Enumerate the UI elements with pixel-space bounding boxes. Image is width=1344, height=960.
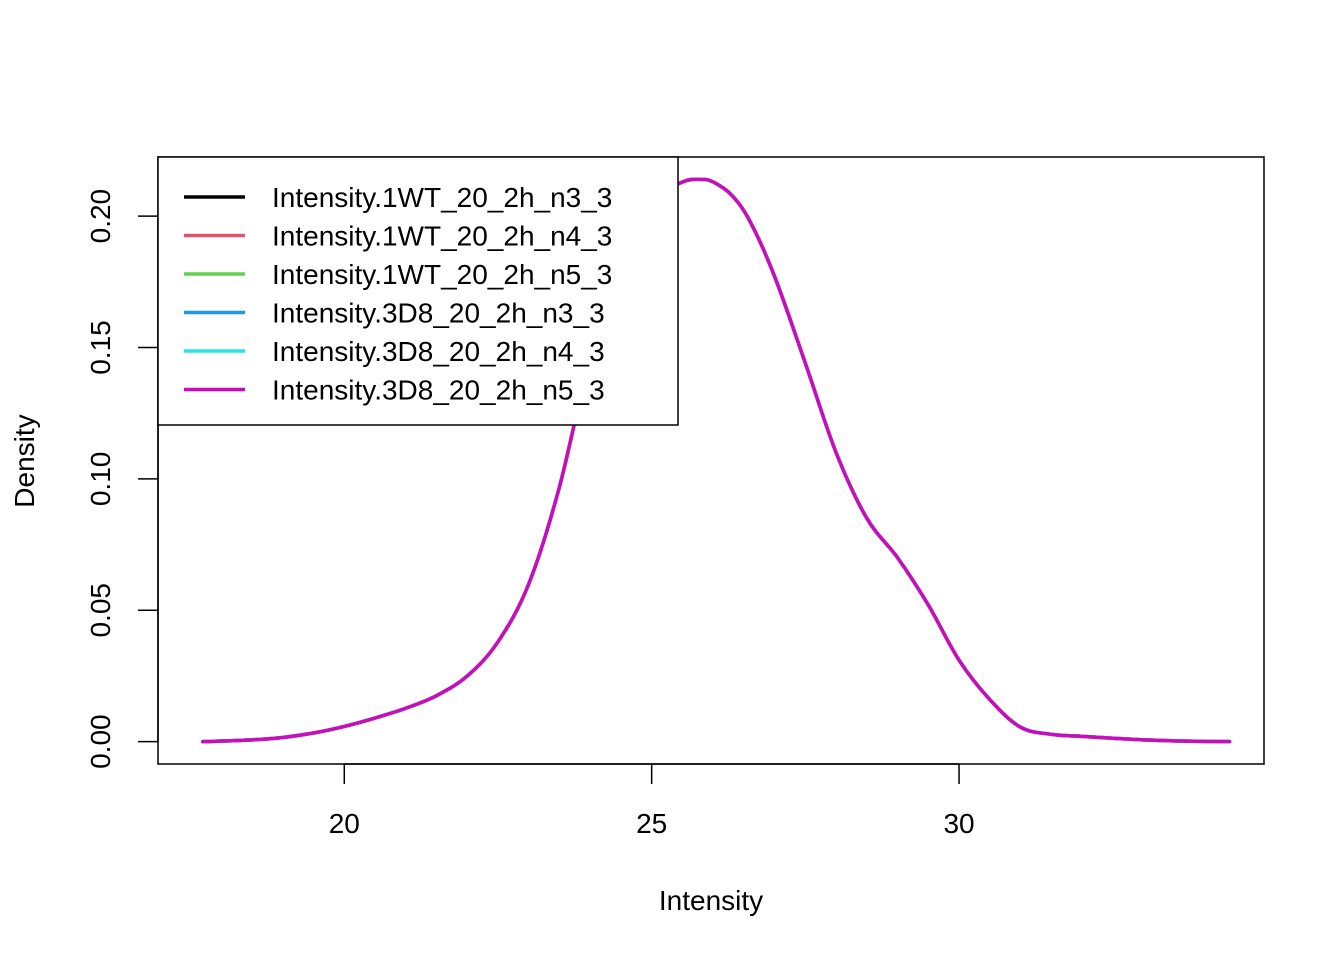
series-line-6 — [201, 177, 1232, 744]
y-tick-label: 0.10 — [85, 452, 116, 507]
legend-label-4: Intensity.3D8_20_2h_n3_3 — [272, 298, 605, 329]
x-axis-label: Intensity — [659, 885, 763, 916]
legend-box — [157, 156, 679, 426]
legend-label-2: Intensity.1WT_20_2h_n4_3 — [272, 221, 612, 252]
legend-label-6: Intensity.3D8_20_2h_n5_3 — [272, 375, 605, 406]
x-tick-label: 30 — [943, 808, 974, 839]
x-tick-label: 25 — [636, 808, 667, 839]
legend-label-1: Intensity.1WT_20_2h_n3_3 — [272, 182, 612, 213]
y-tick-label: 0.00 — [85, 714, 116, 769]
y-tick-label: 0.20 — [85, 189, 116, 244]
y-tick-label: 0.15 — [85, 320, 116, 375]
x-axis: 20 25 30 — [329, 763, 975, 839]
x-tick-label: 20 — [329, 808, 360, 839]
series-layer — [201, 177, 1232, 744]
legend: Intensity.1WT_20_2h_n3_3 Intensity.1WT_20… — [157, 156, 679, 426]
y-axis: 0.00 0.05 0.10 0.15 0.20 — [85, 189, 159, 769]
y-tick-label: 0.05 — [85, 583, 116, 638]
y-axis-label: Density — [9, 414, 40, 507]
legend-label-3: Intensity.1WT_20_2h_n5_3 — [272, 259, 612, 290]
legend-label-5: Intensity.3D8_20_2h_n4_3 — [272, 336, 605, 367]
